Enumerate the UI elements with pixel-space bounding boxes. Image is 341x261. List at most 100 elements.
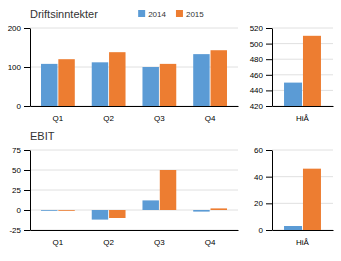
bar <box>109 210 125 218</box>
axis-domain <box>273 230 334 231</box>
grid <box>272 150 333 230</box>
tick: Q3 <box>154 114 165 123</box>
tick-label: HiÅ <box>296 238 310 247</box>
grid-line <box>272 59 333 60</box>
x-axis: HiÅ <box>273 231 334 247</box>
tick: 60 <box>254 146 272 155</box>
tick-mark <box>24 230 30 231</box>
tick: -25 <box>9 226 30 235</box>
tick: 460 <box>250 71 272 80</box>
grid-line <box>272 74 333 75</box>
tick-label: 500 <box>250 40 264 49</box>
panel: 0 100 200 Q1 Q2 Q3 Q4 Driftsinntekter 2014 2015 <box>8 8 239 123</box>
tick-label: 420 <box>250 102 264 111</box>
grid-line <box>272 90 333 91</box>
bar <box>41 64 57 106</box>
tick: HiÅ <box>296 114 310 123</box>
bar <box>284 83 302 106</box>
tick-label: 100 <box>8 63 22 72</box>
axis-domain <box>30 151 31 231</box>
bar <box>303 36 321 106</box>
tick-label: Q1 <box>53 114 64 123</box>
legend-label: 2015 <box>186 10 204 19</box>
tick-label: Q1 <box>53 238 64 247</box>
tick-label: 75 <box>12 146 21 155</box>
tick-label: Q4 <box>205 114 216 123</box>
x-axis: HiÅ <box>273 107 334 123</box>
tick: Q1 <box>53 114 64 123</box>
bar <box>142 200 158 210</box>
bar <box>41 210 57 212</box>
axis-domain <box>272 151 273 231</box>
tick-mark <box>266 106 272 107</box>
bar <box>92 210 108 220</box>
tick-mark <box>24 67 30 68</box>
axis-domain <box>30 29 31 107</box>
grid-line <box>272 230 333 231</box>
tick-mark <box>24 170 30 171</box>
grid-line <box>30 190 238 191</box>
bar <box>160 170 176 210</box>
tick: Q2 <box>103 238 114 247</box>
tick-label: 520 <box>250 24 264 33</box>
grid-line <box>30 150 238 151</box>
tick-mark <box>266 150 272 151</box>
bars <box>41 50 227 106</box>
title: Driftsinntekter <box>30 8 98 20</box>
bar <box>58 59 74 106</box>
bars <box>41 170 227 220</box>
tick: 75 <box>12 146 30 155</box>
tick: 520 <box>250 24 272 33</box>
tick-mark <box>24 210 30 211</box>
tick-mark <box>266 230 272 231</box>
tick: Q4 <box>205 238 216 247</box>
grid-line <box>272 176 333 177</box>
tick-mark <box>24 150 30 151</box>
axis-domain <box>31 106 239 107</box>
bar <box>211 208 227 210</box>
grid-line <box>30 170 238 171</box>
tick: 500 <box>250 40 272 49</box>
tick-label: 460 <box>250 71 264 80</box>
y-axis: 0204060 <box>254 146 272 235</box>
tick-label: 480 <box>250 55 264 64</box>
tick-label: Q2 <box>103 238 114 247</box>
tick: 0 <box>259 226 272 235</box>
tick: Q2 <box>103 114 114 123</box>
bar <box>193 210 209 212</box>
grid-line <box>272 106 333 107</box>
bar <box>211 50 227 106</box>
tick-label: 200 <box>8 24 22 33</box>
tick: HiÅ <box>296 238 310 247</box>
grid-line <box>272 28 333 29</box>
legend-label: 2014 <box>148 10 166 19</box>
grid-line <box>272 43 333 44</box>
grid <box>272 28 333 106</box>
bar <box>303 169 321 230</box>
tick: Q4 <box>205 114 216 123</box>
y-axis: -250255075 <box>9 146 30 235</box>
tick: 40 <box>254 173 272 182</box>
bar <box>160 64 176 106</box>
bars <box>284 169 321 230</box>
bar <box>58 210 74 212</box>
legend-swatch <box>176 10 183 17</box>
tick-label: 60 <box>254 146 263 155</box>
tick-mark <box>266 44 272 45</box>
tick-label: 40 <box>254 173 263 182</box>
bar <box>142 67 158 106</box>
tick: 420 <box>250 102 272 111</box>
tick-label: HiÅ <box>296 114 310 123</box>
grid <box>30 150 238 230</box>
tick-label: Q2 <box>103 114 114 123</box>
x-axis: Q1 Q2 Q3 Q4 <box>31 231 239 247</box>
tick: 480 <box>250 55 272 64</box>
chart-root: 0 100 200 Q1 Q2 Q3 Q4 Driftsinntekter 2014 2015 -2… <box>0 0 341 261</box>
tick-mark <box>24 28 30 29</box>
grid-line <box>30 230 238 231</box>
axis-domain <box>273 106 334 107</box>
tick-label: 0 <box>17 102 22 111</box>
tick: 25 <box>12 186 30 195</box>
tick-mark <box>266 59 272 60</box>
tick: Q3 <box>154 238 165 247</box>
